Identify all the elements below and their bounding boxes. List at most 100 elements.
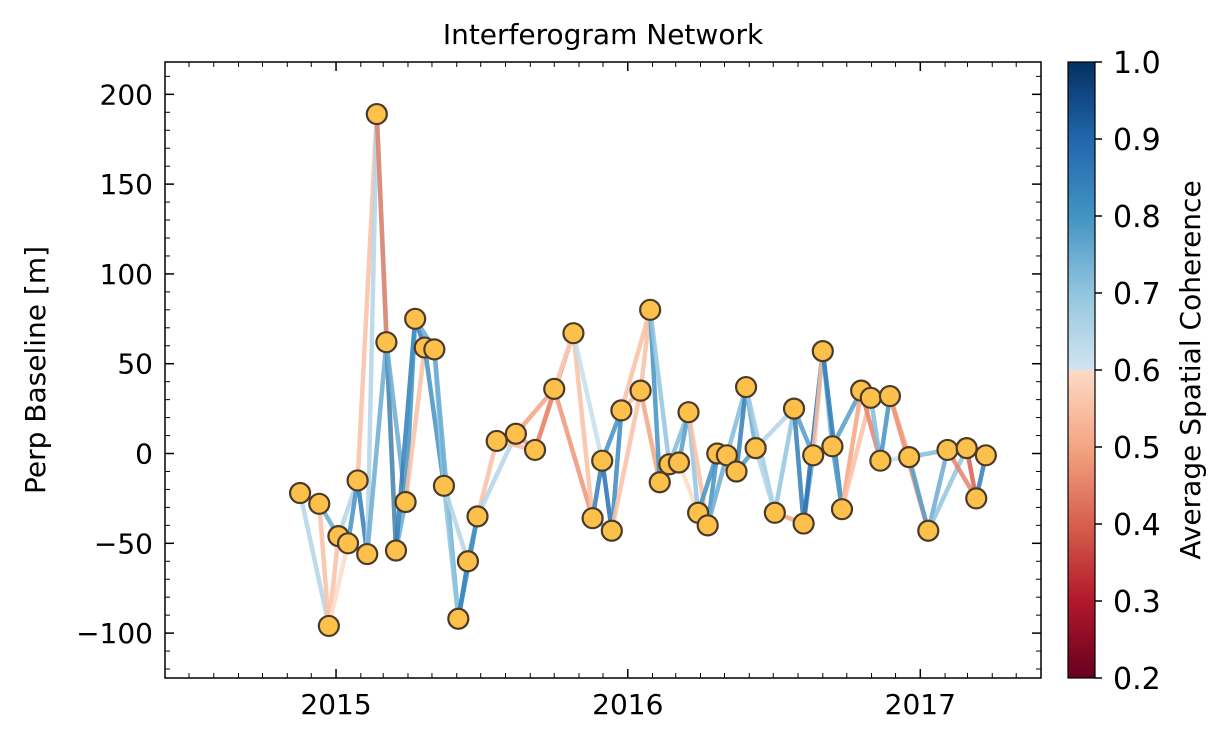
acquisition-point xyxy=(432,474,456,497)
acquisition-point xyxy=(543,377,566,400)
interferogram-link xyxy=(571,330,595,521)
colorbar-label: Average Spatial Coherence xyxy=(1174,180,1207,559)
acquisition-point xyxy=(356,542,379,566)
acquisition-point xyxy=(394,490,417,514)
x-tick-label: 2017 xyxy=(885,688,956,721)
acquisition-point xyxy=(317,614,340,638)
interferogram-link xyxy=(403,345,428,505)
acquisition-point xyxy=(365,102,388,126)
colorbar-tick-label: 0.3 xyxy=(1113,585,1161,620)
interferogram-link xyxy=(753,445,778,516)
interferogram-link xyxy=(384,339,399,553)
acquisition-point xyxy=(734,375,758,399)
acquisition-point xyxy=(562,322,585,345)
y-tick-label: 150 xyxy=(100,168,153,201)
colorbar-tick-label: 0.8 xyxy=(1113,200,1161,235)
interferogram-link xyxy=(364,339,389,557)
interferogram-link xyxy=(317,501,332,629)
acquisition-point xyxy=(965,487,988,510)
acquisition-point xyxy=(955,437,978,460)
acquisition-point xyxy=(610,399,633,422)
interferogram-link xyxy=(599,458,615,533)
acquisition-point xyxy=(384,539,408,562)
acquisition-point xyxy=(677,401,700,424)
acquisition-point xyxy=(696,514,719,537)
interferogram-link xyxy=(441,483,461,621)
y-tick-label: 50 xyxy=(117,348,153,381)
interferogram-link xyxy=(619,307,653,413)
acquisition-point xyxy=(869,449,892,472)
interferogram-link xyxy=(364,111,380,557)
acquisition-point xyxy=(648,471,671,494)
y-axis: 200 150 100 50 0 −50 −100 xyxy=(76,75,1041,670)
interferogram-link xyxy=(475,438,499,519)
colorbar-tick-label: 1.0 xyxy=(1113,46,1161,81)
colorbar-tick-label: 0.7 xyxy=(1113,277,1161,312)
interferogram-link xyxy=(926,445,969,533)
acquisition-points xyxy=(288,102,997,638)
colorbar-tick-label: 0.5 xyxy=(1113,431,1161,466)
interferogram-link xyxy=(441,483,471,564)
interferogram-link xyxy=(926,447,950,533)
interferogram-link xyxy=(647,307,672,467)
y-tick-label: 200 xyxy=(100,78,153,111)
acquisition-point xyxy=(725,460,748,483)
x-tick-label: 2015 xyxy=(300,688,371,721)
acquisition-point xyxy=(792,512,815,535)
acquisition-point xyxy=(667,451,691,474)
acquisition-point xyxy=(423,338,446,361)
y-axis-label: Perp Baseline [m] xyxy=(19,246,52,494)
interferogram-link xyxy=(638,307,653,393)
chart-title: Interferogram Network xyxy=(443,18,764,51)
colorbar-ticks: 1.0 0.9 0.8 0.7 0.6 0.5 0.4 0.3 0.2 xyxy=(1095,46,1161,697)
y-tick-label: 100 xyxy=(100,258,153,291)
x-axis: 2015 2016 2017 xyxy=(188,62,1017,721)
interferogram-link xyxy=(638,388,662,485)
colorbar-tick-label: 0.6 xyxy=(1113,354,1161,389)
interferogram-link xyxy=(297,490,332,629)
acquisition-point xyxy=(830,498,854,521)
acquisition-point xyxy=(485,429,508,453)
acquisition-point xyxy=(917,519,940,542)
acquisition-point xyxy=(821,435,844,458)
y-tick-label: 0 xyxy=(135,438,153,471)
acquisition-point xyxy=(936,438,959,462)
acquisition-point xyxy=(878,384,902,408)
interferogram-link xyxy=(609,408,624,533)
x-tick-label: 2016 xyxy=(592,688,663,721)
y-tick-label: −100 xyxy=(76,617,153,650)
acquisition-point xyxy=(581,507,604,530)
interferogram-link xyxy=(810,348,826,458)
acquisition-point xyxy=(629,379,652,402)
acquisition-point xyxy=(715,444,738,467)
acquisition-point xyxy=(782,397,806,420)
colorbar: 1.0 0.9 0.8 0.7 0.6 0.5 0.4 0.3 0.2 Average Spat… xyxy=(1067,46,1207,697)
acquisition-point xyxy=(346,469,369,492)
acquisition-point xyxy=(288,481,312,505)
plot-area: 2015 2016 2017 200 150 100 50 0 −50 −100 xyxy=(76,61,1042,721)
acquisition-point xyxy=(811,340,834,363)
interferogram-link xyxy=(705,453,730,528)
interferogram-link xyxy=(906,454,931,533)
acquisition-point xyxy=(447,607,470,630)
interferogram-link xyxy=(734,384,749,474)
interferogram-link xyxy=(772,406,797,516)
plot-frame xyxy=(164,61,1042,679)
acquisition-point xyxy=(763,501,786,524)
acquisition-point xyxy=(466,505,489,528)
acquisition-point xyxy=(600,519,623,542)
acquisition-point xyxy=(375,331,398,354)
interferogram-link xyxy=(326,541,351,629)
colorbar-tick-label: 0.4 xyxy=(1113,508,1161,543)
acquisition-point xyxy=(504,422,527,445)
interferogram-link xyxy=(475,431,519,519)
colorbar-tick-label: 0.2 xyxy=(1113,662,1161,697)
interferogram-link xyxy=(791,406,806,526)
acquisition-point xyxy=(802,444,825,467)
acquisition-point xyxy=(859,386,882,409)
acquisition-point xyxy=(456,550,480,573)
acquisition-point xyxy=(898,446,921,469)
colorbar-gradient xyxy=(1067,61,1096,679)
acquisition-point xyxy=(744,437,767,460)
interferogram-link xyxy=(571,330,605,463)
